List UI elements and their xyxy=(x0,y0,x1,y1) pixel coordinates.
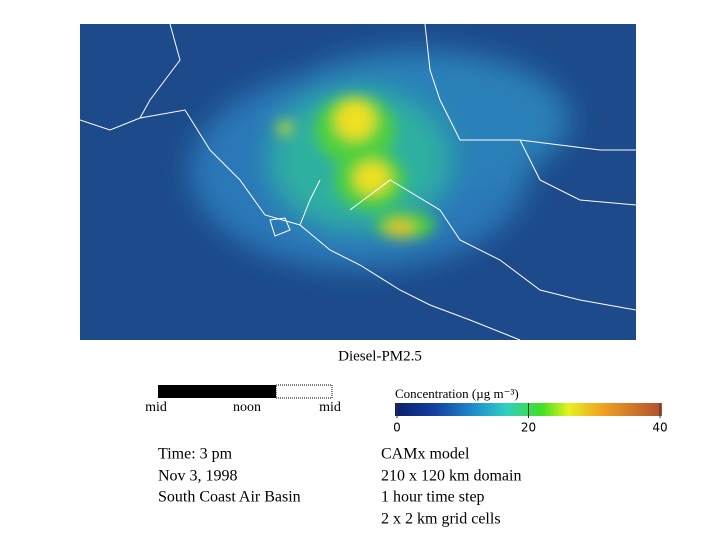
colorbar-tick-label: 40 xyxy=(652,421,667,435)
info-text: Nov 3, 1998 xyxy=(158,468,238,485)
info-text: South Coast Air Basin xyxy=(158,489,301,506)
info-text: 210 x 120 km domain xyxy=(381,468,521,485)
timeline-label: mid xyxy=(319,400,341,415)
boundaries xyxy=(80,24,636,340)
timeline-bar xyxy=(158,384,333,399)
info-text: 2 x 2 km grid cells xyxy=(381,511,501,528)
timeline-label: noon xyxy=(233,400,261,415)
colorbar-tick-label: 0 xyxy=(393,421,401,435)
info-text: Time: 3 pm xyxy=(158,446,233,463)
timeline-label: mid xyxy=(145,400,167,415)
map-title: Diesel-PM2.5 xyxy=(338,348,422,364)
colorbar-tick-label: 20 xyxy=(521,421,536,435)
info-text: 1 hour time step xyxy=(381,489,485,506)
info-text: CAMx model xyxy=(381,446,470,463)
colorbar-label: Concentration (µg m⁻³) xyxy=(395,386,519,401)
map xyxy=(80,24,636,340)
